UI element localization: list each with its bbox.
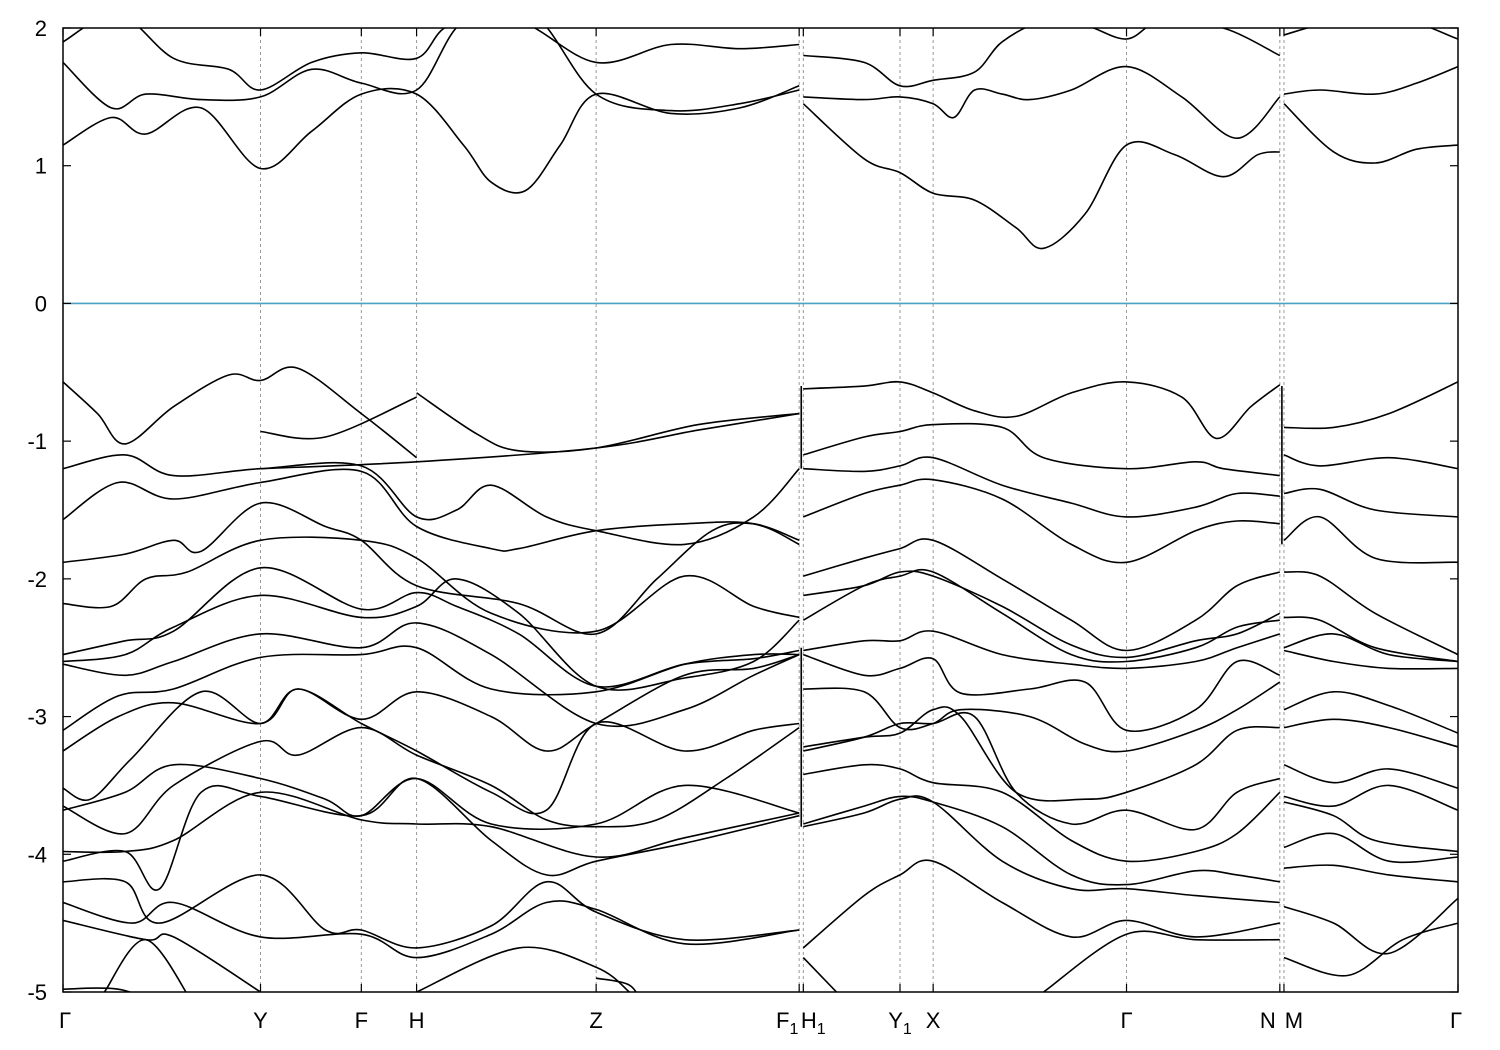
band-line — [63, 28, 800, 112]
band-line — [1283, 570, 1458, 656]
band-line — [803, 795, 1280, 886]
band-line — [803, 380, 1281, 440]
band-line — [63, 454, 800, 546]
band-line — [803, 28, 1281, 88]
x-tick-label: F1 — [776, 1008, 798, 1038]
y-tick-label: -1 — [27, 429, 47, 454]
y-tick-label: 2 — [35, 16, 47, 41]
band-line — [803, 538, 1281, 652]
band-line — [63, 688, 800, 815]
band-line — [63, 726, 800, 835]
band-line — [63, 777, 800, 891]
x-tick-label: Y — [253, 1008, 268, 1033]
band-line — [63, 85, 800, 194]
band-line — [416, 946, 630, 992]
band-line — [1283, 832, 1458, 864]
band-line — [1283, 454, 1458, 470]
band-line — [1283, 381, 1458, 430]
band-line — [802, 859, 1280, 949]
band-line — [1283, 784, 1458, 811]
x-tick-label: H — [409, 1008, 425, 1033]
band-line — [803, 456, 1280, 518]
band-line — [803, 570, 1281, 659]
band-line — [1283, 633, 1458, 663]
x-tick-label: Y1 — [888, 1008, 912, 1038]
band-line — [63, 578, 800, 691]
x-tick-label: Z — [589, 1008, 602, 1033]
band-line — [63, 874, 800, 949]
y-tick-label: 0 — [35, 291, 47, 316]
x-tick-labels: Γ Y F H Z F1 H1 Y1 X Γ N M Γ — [59, 1008, 1462, 1038]
band-line — [63, 645, 800, 731]
band-line — [803, 795, 1280, 904]
band-line — [63, 763, 800, 831]
band-line — [802, 957, 838, 992]
band-line — [63, 919, 261, 992]
y-tick-label: 1 — [35, 154, 47, 179]
band-line — [1283, 487, 1458, 518]
y-tick-label: -5 — [27, 980, 47, 1005]
x-tick-label: N — [1260, 1008, 1276, 1033]
band-line — [1283, 922, 1458, 977]
k-point-grid-lines — [260, 28, 1285, 992]
band-line — [1283, 897, 1458, 955]
band-line — [63, 900, 800, 959]
band-line — [63, 501, 800, 636]
band-line — [1283, 864, 1458, 883]
axis-ticks — [62, 27, 1459, 993]
band-line — [63, 653, 800, 752]
x-tick-label: X — [926, 1008, 941, 1033]
band-line — [802, 568, 1280, 663]
band-line — [1043, 930, 1280, 992]
x-tick-label: Γ — [1120, 1008, 1132, 1033]
band-line — [803, 422, 1280, 477]
band-line — [803, 65, 1281, 139]
band-line — [803, 711, 1281, 831]
band-line — [260, 396, 417, 440]
band-line — [63, 366, 418, 459]
band-line — [1283, 801, 1458, 853]
band-line — [802, 103, 1280, 250]
band-line — [1283, 103, 1458, 164]
band-line — [1283, 764, 1458, 789]
band-line — [1283, 616, 1458, 663]
x-tick-label: M — [1285, 1008, 1303, 1033]
band-line — [63, 468, 800, 552]
band-line — [1283, 28, 1458, 40]
band-line — [103, 938, 187, 992]
band-line — [803, 478, 1280, 564]
band-line — [416, 392, 800, 453]
band-line — [803, 653, 1281, 732]
x-tick-label: F — [355, 1008, 368, 1033]
band-line — [803, 763, 1281, 863]
band-line — [803, 630, 1281, 670]
band-line — [803, 681, 1281, 753]
band-line — [63, 791, 800, 858]
band-line — [1283, 718, 1458, 748]
x-tick-label: H1 — [801, 1008, 826, 1038]
band-line — [595, 977, 637, 992]
y-tick-label: -4 — [27, 842, 47, 867]
band-line — [1283, 690, 1458, 734]
band-line — [63, 28, 800, 91]
x-tick-label: Γ — [1450, 1008, 1462, 1033]
x-tick-label: Γ — [59, 1008, 71, 1033]
band-line — [63, 622, 800, 728]
y-tick-label: -2 — [27, 567, 47, 592]
y-tick-labels: -5 -4 -3 -2 -1 0 1 2 — [27, 16, 47, 1005]
plot-frame — [62, 27, 1459, 993]
band-lines — [63, 28, 1458, 992]
y-tick-label: -3 — [27, 705, 47, 730]
band-line — [1283, 65, 1458, 96]
band-line — [63, 536, 800, 634]
band-line — [1283, 516, 1458, 564]
band-line — [1283, 649, 1458, 670]
band-line — [63, 987, 133, 992]
